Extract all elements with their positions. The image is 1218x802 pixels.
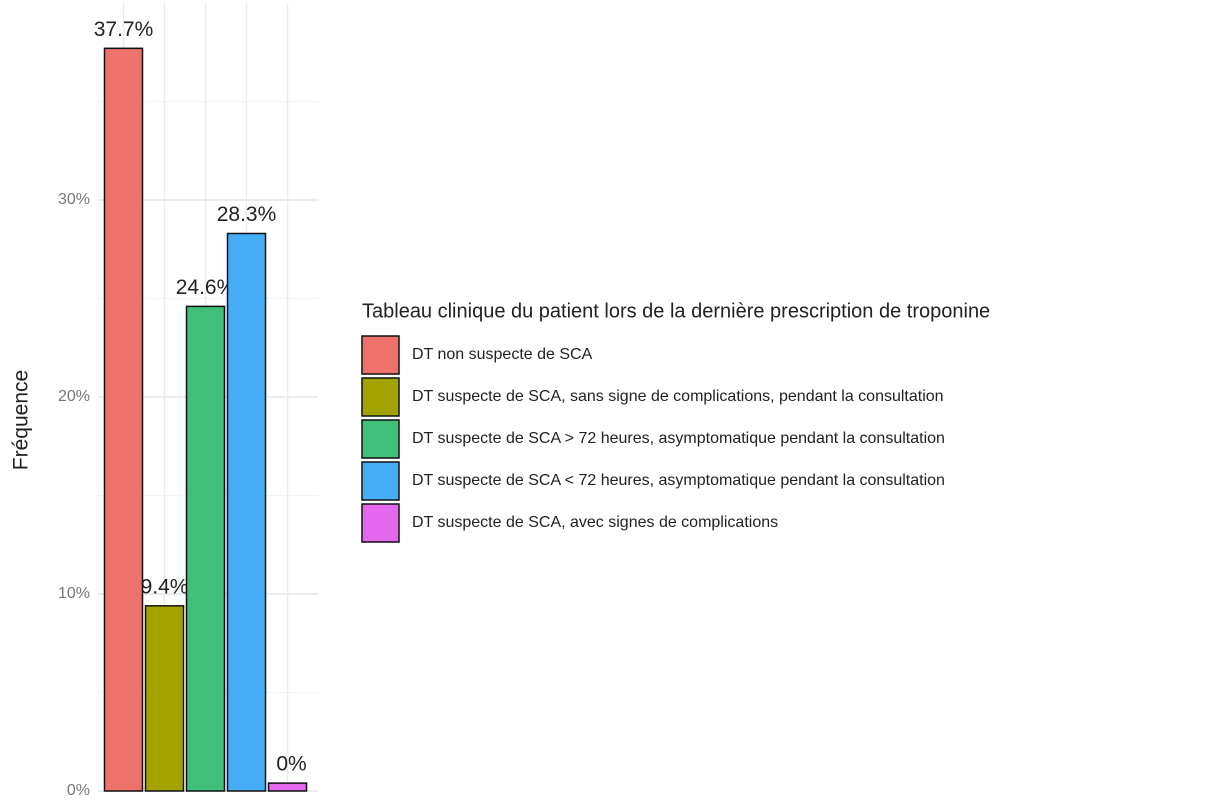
legend-key	[361, 503, 400, 543]
y-tick-label: 10%	[58, 585, 90, 602]
y-tick-label: 30%	[58, 191, 90, 208]
value-label: 0%	[276, 753, 306, 776]
legend-label: DT suspecte de SCA < 72 heures, asymptom…	[412, 472, 945, 489]
y-tick-label: 0%	[67, 782, 90, 799]
value-label: 9.4%	[141, 575, 189, 598]
bar	[226, 232, 267, 792]
legend-key	[361, 335, 400, 375]
legend-label: DT suspecte de SCA, avec signes de compl…	[412, 514, 778, 531]
y-axis-label: Fréquence	[10, 370, 33, 470]
legend-label: DT non suspecte de SCA	[412, 346, 593, 363]
bar	[103, 47, 144, 792]
value-label: 28.3%	[217, 203, 277, 226]
legend-key	[361, 377, 400, 417]
bar	[185, 305, 226, 792]
legend-label: DT suspecte de SCA, sans signe de compli…	[412, 388, 944, 405]
legend-key	[361, 419, 400, 459]
value-label: 37.7%	[94, 18, 154, 41]
value-label: 24.6%	[176, 276, 236, 299]
y-tick-label: 20%	[58, 388, 90, 405]
legend-title: Tableau clinique du patient lors de la d…	[362, 300, 990, 322]
legend-key	[361, 461, 400, 501]
legend-label: DT suspecte de SCA > 72 heures, asymptom…	[412, 430, 945, 447]
bar	[144, 605, 185, 792]
bar	[267, 782, 308, 792]
